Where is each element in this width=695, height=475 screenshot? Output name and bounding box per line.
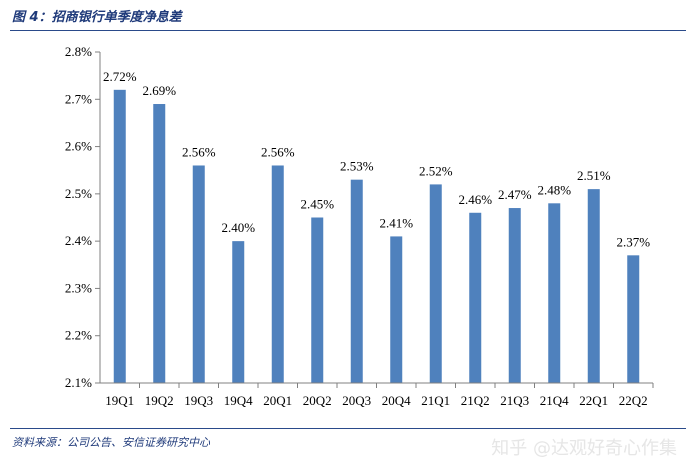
bar-21Q2 [469,212,482,383]
bar-21Q1 [429,184,442,383]
x-tick-label-21Q1: 21Q1 [421,393,450,408]
bar-19Q4 [232,241,245,383]
y-tick-label: 2.3% [65,280,92,295]
bar-22Q2 [627,255,640,383]
data-label-19Q2: 2.69% [142,83,176,98]
y-tick-label: 2.8% [65,44,92,59]
data-label-20Q4: 2.41% [379,215,413,230]
x-tick-label-20Q1: 20Q1 [263,393,292,408]
y-tick-label: 2.4% [65,233,92,248]
y-tick-label: 2.1% [65,375,92,390]
x-tick-label-19Q2: 19Q2 [145,393,174,408]
bar-series [113,89,640,383]
y-tick-label: 2.7% [65,91,92,106]
x-tick-label-21Q4: 21Q4 [540,393,569,408]
x-tick-label-20Q4: 20Q4 [382,393,411,408]
x-tick-label-22Q2: 22Q2 [619,393,648,408]
y-tick-label: 2.5% [65,186,92,201]
x-axis: 19Q1 19Q2 19Q3 19Q4 20Q1 20Q2 20Q3 20Q4 21Q1 21Q2… [105,383,654,408]
x-tick-label-19Q4: 19Q4 [224,393,253,408]
data-label-21Q4: 2.48% [537,182,571,197]
y-axis: 2.1% 2.2% 2.3% 2.4% 2.5% 2.6% 2.7% 2.8% [65,44,100,390]
x-tick-label-21Q3: 21Q3 [500,393,529,408]
source-divider [10,428,686,429]
data-label-22Q2: 2.37% [616,234,650,249]
data-label-22Q1: 2.51% [577,168,611,183]
source-note: 资料来源：公司公告、安信证券研究中心 [12,436,210,449]
bar-22Q1 [587,189,600,383]
bar-19Q1 [113,89,126,383]
x-tick-label-20Q3: 20Q3 [342,393,371,408]
x-tick-label-19Q3: 19Q3 [184,393,213,408]
y-tick-label: 2.6% [65,139,92,154]
watermark: 知乎 @达观好奇心作集 [491,438,677,459]
bar-20Q1 [271,165,284,383]
data-label-20Q2: 2.45% [300,197,334,212]
data-label-20Q1: 2.56% [261,144,295,159]
data-label-21Q3: 2.47% [498,187,532,202]
bar-19Q3 [192,165,205,383]
data-label-19Q4: 2.40% [221,220,255,235]
data-label-19Q1: 2.72% [103,69,137,84]
title-divider [10,30,686,31]
bar-20Q3 [350,179,363,383]
figure-title: 图 4：招商银行单季度净息差 [12,10,182,25]
bar-20Q4 [390,236,403,383]
data-label-21Q1: 2.52% [419,163,453,178]
data-labels: 2.72% 2.69% 2.56% 2.40% 2.56% 2.45% 2.53% 2.41%… [103,69,650,249]
bar-21Q4 [548,203,561,383]
bar-21Q3 [508,208,521,383]
data-label-19Q3: 2.56% [182,144,216,159]
x-tick-label-19Q1: 19Q1 [105,393,134,408]
x-tick-label-21Q2: 21Q2 [461,393,490,408]
y-tick-label: 2.2% [65,328,92,343]
data-label-20Q3: 2.53% [340,159,374,174]
data-label-21Q2: 2.46% [458,192,492,207]
bar-19Q2 [153,104,166,383]
x-tick-label-22Q1: 22Q1 [579,393,608,408]
bar-20Q2 [311,217,324,383]
x-tick-label-20Q2: 20Q2 [303,393,332,408]
